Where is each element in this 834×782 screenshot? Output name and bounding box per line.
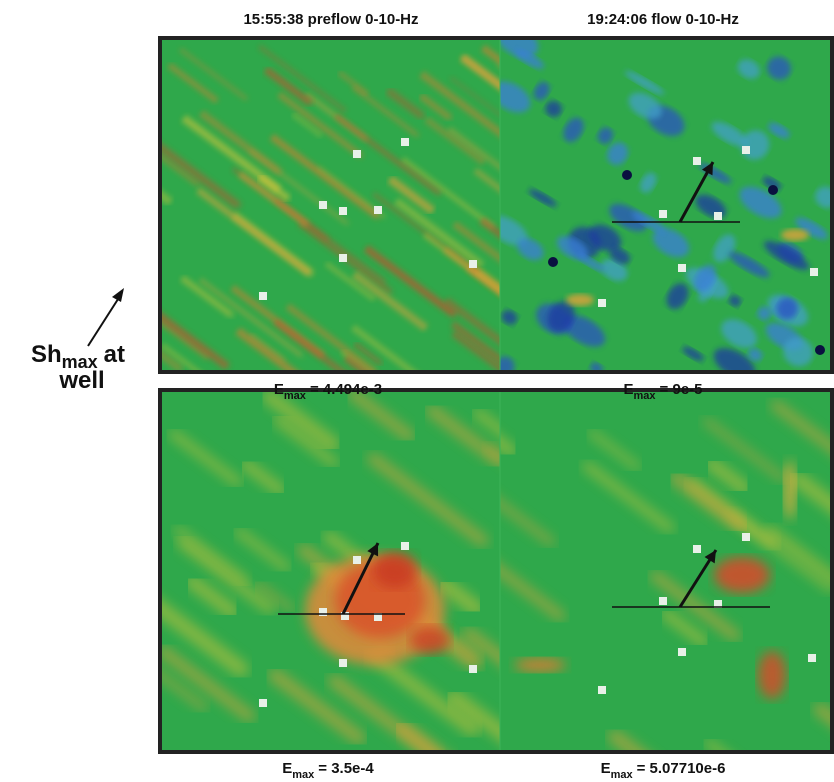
station-marker: [598, 686, 606, 694]
heatmap-background: [500, 392, 832, 750]
heatmap: [471, 392, 834, 782]
station-marker: [469, 665, 477, 673]
station-marker: [339, 659, 347, 667]
station-marker: [353, 556, 361, 564]
heatmap-background: [162, 40, 500, 370]
station-marker: [693, 545, 701, 553]
heatmap-hotspot: [410, 626, 450, 654]
heatmap-core: [548, 257, 558, 267]
station-marker: [319, 201, 327, 209]
heatmap-hotspot: [714, 557, 770, 593]
station-marker: [714, 212, 722, 220]
station-marker: [693, 157, 701, 165]
station-marker: [353, 150, 361, 158]
caption-subscript: max: [284, 390, 307, 402]
station-marker: [259, 699, 267, 707]
caption-subscript: max: [634, 390, 657, 402]
caption-value: = 9e-5: [660, 381, 703, 398]
heatmap-streak: [106, 122, 137, 145]
caption-symbol: E: [601, 760, 611, 777]
heatmap-blob: [781, 229, 809, 241]
caption-subscript: max: [292, 769, 315, 781]
station-marker: [678, 264, 686, 272]
caption-value: = 4.494e-3: [310, 381, 382, 398]
side-label: well: [58, 367, 104, 394]
caption-symbol: E: [274, 381, 284, 398]
caption: Emax= 5.07710e-6: [601, 760, 726, 781]
heatmap-blob: [566, 294, 594, 306]
heatmap-hotspot: [514, 658, 566, 672]
side-arrow: [88, 296, 120, 346]
panel-title: 19:24:06 flow 0-10-Hz: [587, 11, 739, 28]
station-marker: [678, 648, 686, 656]
side-main: Sh: [31, 341, 62, 368]
caption-value: = 3.5e-4: [318, 760, 374, 777]
station-marker: [742, 146, 750, 154]
heatmap: [135, 392, 562, 766]
station-marker: [401, 138, 409, 146]
heatmap-hotspot: [373, 552, 417, 588]
heatmap-hotspot: [758, 651, 786, 699]
caption: Emax= 3.5e-4: [282, 760, 374, 781]
station-marker: [319, 608, 327, 616]
station-marker: [339, 254, 347, 262]
station-marker: [374, 206, 382, 214]
panel-title: 15:55:38 preflow 0-10-Hz: [243, 11, 418, 28]
heatmap-streak: [117, 85, 148, 108]
heatmap: [483, 17, 834, 386]
station-marker: [598, 299, 606, 307]
heatmap-hotspot: [784, 460, 796, 520]
station-marker: [659, 210, 667, 218]
panels: [102, 17, 834, 782]
caption-subscript: max: [611, 769, 634, 781]
heatmap-core: [815, 345, 825, 355]
heatmap-core: [622, 170, 632, 180]
heatmap-core: [768, 185, 778, 195]
caption-symbol: E: [624, 381, 634, 398]
side-rest: at: [104, 341, 125, 368]
station-marker: [401, 542, 409, 550]
station-marker: [259, 292, 267, 300]
station-marker: [808, 654, 816, 662]
station-marker: [339, 207, 347, 215]
side-arrowhead: [112, 288, 124, 302]
station-marker: [742, 533, 750, 541]
station-marker: [659, 597, 667, 605]
figure: 15:55:38 preflow 0-10-Hz 19:24:06 flow 0…: [0, 0, 834, 782]
station-marker: [810, 268, 818, 276]
caption-value: = 5.07710e-6: [637, 760, 726, 777]
station-marker: [469, 260, 477, 268]
caption-symbol: E: [282, 760, 292, 777]
